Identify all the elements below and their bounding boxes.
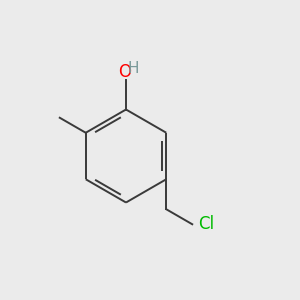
Text: H: H [128, 61, 139, 76]
Text: O: O [118, 63, 131, 81]
Text: Cl: Cl [198, 215, 214, 233]
